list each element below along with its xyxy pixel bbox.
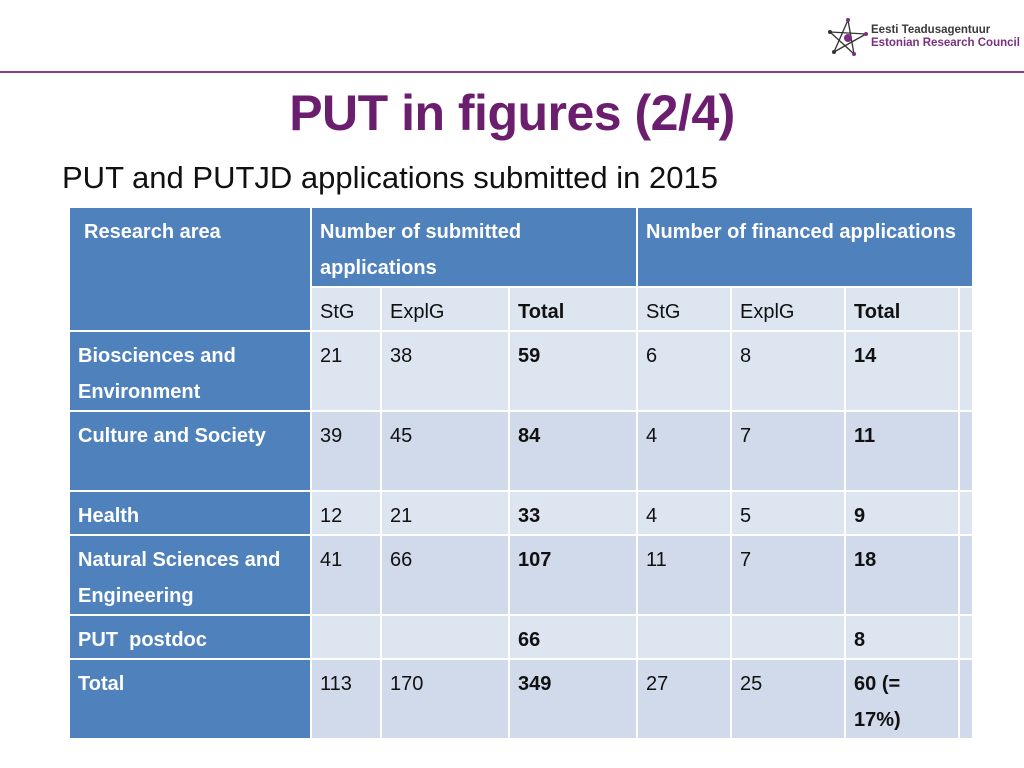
page-subtitle: PUT and PUTJD applications submitted in …: [62, 160, 718, 195]
table-cell-total: 66: [507, 614, 639, 660]
table-cell: 41: [310, 534, 382, 616]
table-cell-blank: [958, 534, 975, 616]
table-cell-total: 60 (= 17%): [844, 658, 961, 740]
table-cell: 38: [380, 330, 510, 412]
table-cell-blank: [958, 490, 975, 536]
table-cell: 7: [730, 410, 847, 492]
table-row: Health 12 21 33 4 5 9: [68, 490, 975, 536]
header-submitted: Number of submitted applications: [309, 206, 639, 288]
table-cell: 21: [380, 490, 510, 536]
subheader-stg: StG: [310, 286, 382, 332]
logo: Eesti Teadusagentuur Estonian Research C…: [828, 18, 1020, 58]
table-cell-blank: [958, 658, 975, 740]
table-cell-blank: [958, 614, 975, 660]
subheader-total: Total: [507, 286, 639, 332]
table-cell: 11: [636, 534, 733, 616]
subheader-explg: ExplG: [380, 286, 510, 332]
table-row: Biosciences and Environment 21 38 59 6 8…: [68, 330, 975, 412]
page-title: PUT in figures (2/4): [289, 85, 735, 141]
row-area: PUT postdoc: [68, 614, 312, 660]
table-cell: 8: [730, 330, 847, 412]
row-area: Natural Sciences and Engineering: [68, 534, 312, 616]
table-cell: 4: [636, 490, 733, 536]
subheader-stg: StG: [636, 286, 733, 332]
logo-line-1: Eesti Teadusagentuur: [871, 24, 991, 36]
table-row: Culture and Society 39 45 84 4 7 11: [68, 410, 975, 492]
header-row: Research area Number of submitted applic…: [68, 206, 975, 332]
table-cell: 66: [380, 534, 510, 616]
header-divider: [0, 71, 1024, 73]
table-cell-total: 14: [844, 330, 961, 412]
table-cell-total: 349: [507, 658, 639, 740]
table-cell: 5: [730, 490, 847, 536]
logo-text: Eesti Teadusagentuur Estonian Research C…: [871, 24, 1020, 50]
table-cell: [310, 614, 382, 660]
table-cell: 27: [636, 658, 733, 740]
table-cell: 7: [730, 534, 847, 616]
table-row: PUT postdoc 66 8: [68, 614, 975, 660]
table-row: Total 113 170 349 27 25 60 (= 17%): [68, 658, 975, 740]
logo-line-2: Estonian Research Council: [871, 37, 1020, 49]
table-cell-total: 33: [507, 490, 639, 536]
table-cell-total: 107: [507, 534, 639, 616]
table-cell: 170: [380, 658, 510, 740]
row-area: Total: [68, 658, 312, 740]
table-cell-total: 8: [844, 614, 961, 660]
table-cell-total: 9: [844, 490, 961, 536]
table-row: Natural Sciences and Engineering 41 66 1…: [68, 534, 975, 616]
table-cell: 45: [380, 410, 510, 492]
table-cell: 21: [310, 330, 382, 412]
table-cell: [636, 614, 733, 660]
header-research-area: Research area: [68, 206, 312, 332]
row-area: Health: [68, 490, 312, 536]
table-cell: 12: [310, 490, 382, 536]
table-cell-blank: [958, 410, 975, 492]
table-cell: [380, 614, 510, 660]
header-financed: Number of financed applications: [636, 206, 975, 288]
row-area: Biosciences and Environment: [68, 330, 312, 412]
table-cell-total: 11: [844, 410, 961, 492]
figures-table: Research area Number of submitted applic…: [68, 206, 975, 740]
row-area: Culture and Society: [68, 410, 312, 492]
table-cell: 39: [310, 410, 382, 492]
table-cell: [730, 614, 847, 660]
star-network-icon: [828, 18, 868, 56]
subheader-row: StG ExplG Total StG ExplG Total: [69, 286, 975, 332]
subheader-total: Total: [844, 286, 961, 332]
table-cell: 6: [636, 330, 733, 412]
table-cell: 4: [636, 410, 733, 492]
subheader-explg: ExplG: [730, 286, 847, 332]
table-cell-total: 59: [507, 330, 639, 412]
table-cell-blank: [958, 286, 975, 332]
table-cell-total: 84: [507, 410, 639, 492]
table-cell-blank: [958, 330, 975, 412]
table-cell: 113: [310, 658, 382, 740]
table-cell-total: 18: [844, 534, 961, 616]
table-cell: 25: [730, 658, 847, 740]
